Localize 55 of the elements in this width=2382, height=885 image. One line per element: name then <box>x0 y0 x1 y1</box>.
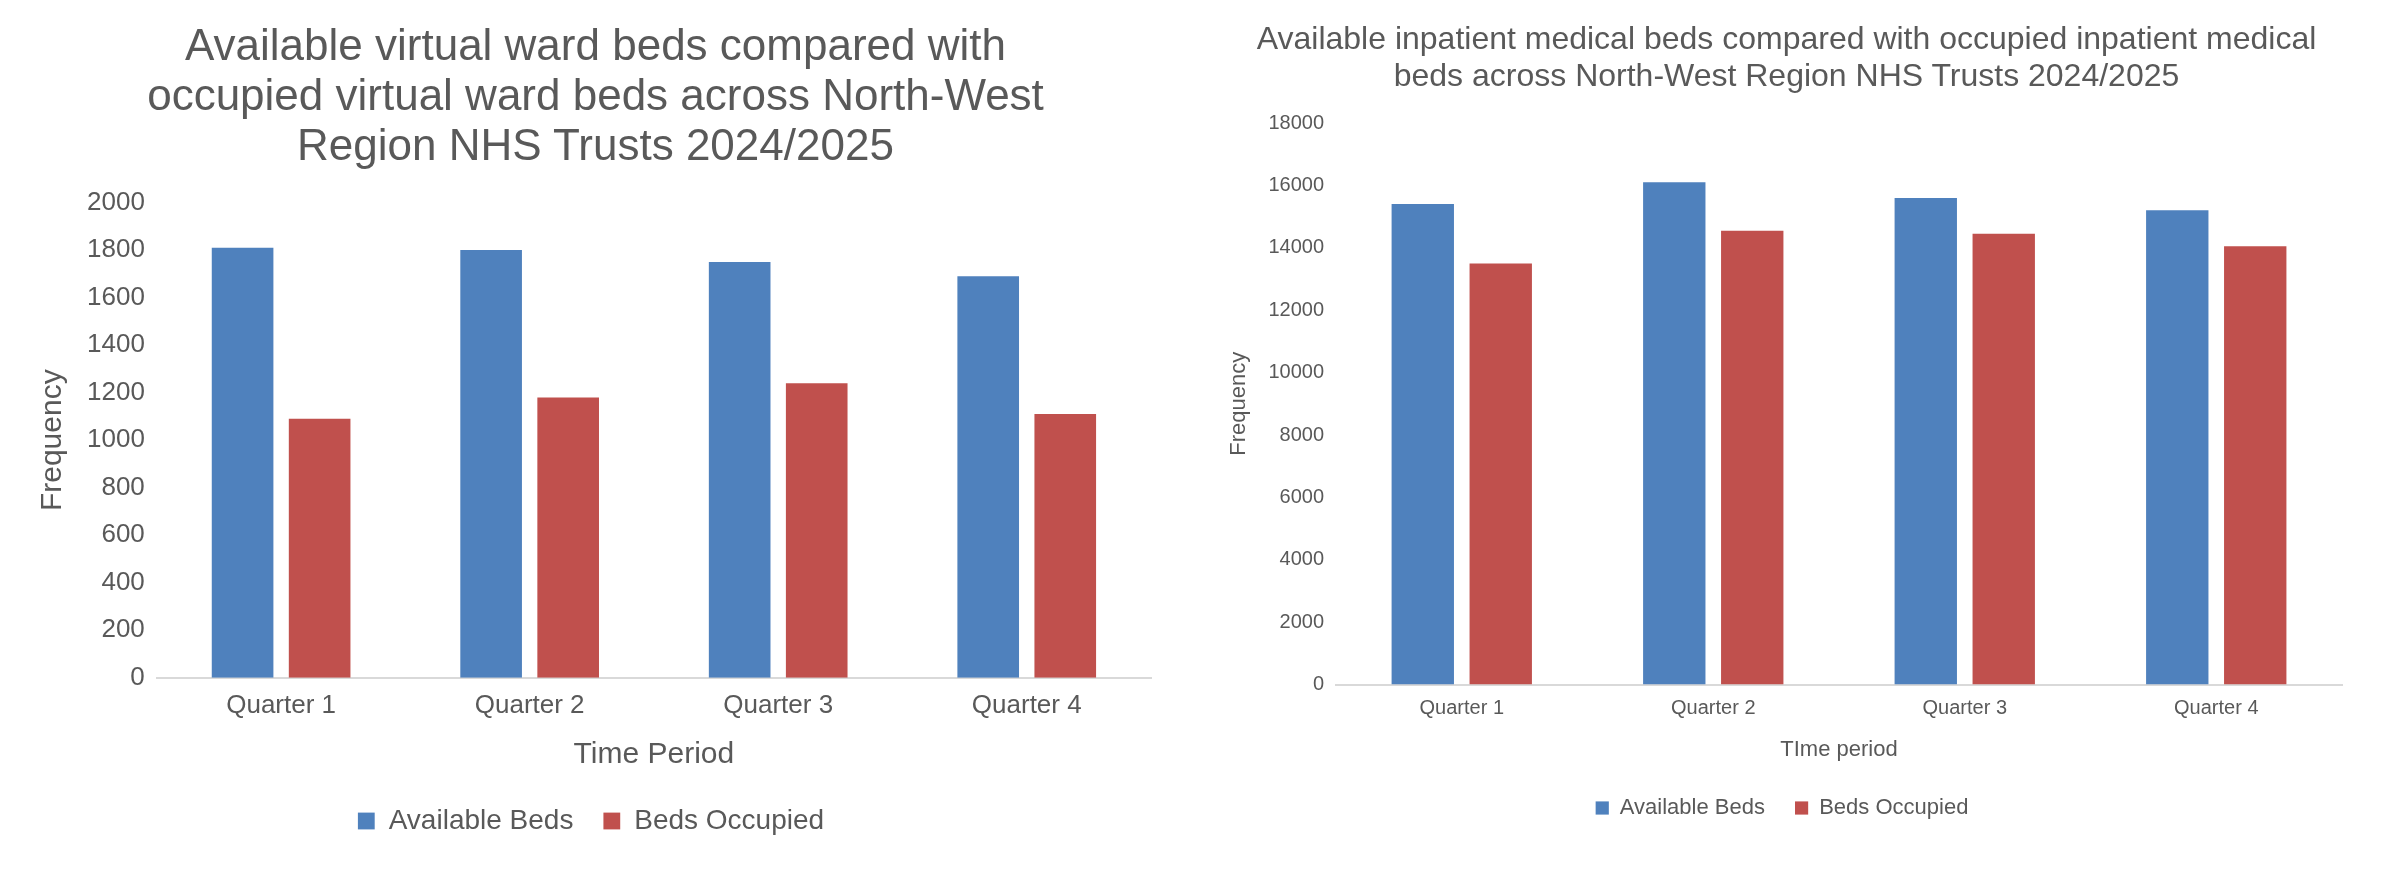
legend-label: Available Beds <box>1619 794 1765 820</box>
bar <box>1972 233 2035 685</box>
bar <box>288 418 350 678</box>
x-tick-label: Quarter 1 <box>1419 696 1504 719</box>
x-tick-label: Quarter 2 <box>1670 696 1755 719</box>
x-tick-label: Quarter 3 <box>1922 696 2007 719</box>
y-tick-label: 600 <box>100 518 145 549</box>
y-tick-label: 200 <box>100 613 145 644</box>
y-tick-label: 0 <box>129 660 145 691</box>
bar <box>536 397 599 678</box>
y-axis-title: Frequency <box>33 369 67 512</box>
legend-label: Beds Occupied <box>1818 794 1968 820</box>
y-tick-label: 12000 <box>1267 297 1324 320</box>
y-tick-label: 4000 <box>1279 547 1324 570</box>
bar <box>459 250 522 678</box>
legend-label: Beds Occupied <box>633 803 824 835</box>
x-tick-label: Quarter 2 <box>474 688 585 719</box>
x-tick-label: Quarter 1 <box>225 688 336 719</box>
chart-title: Available virtual ward beds compared with occupied virtual ward beds across North-West Region NHS Trusts 2024/2025 <box>146 20 1045 170</box>
bar <box>1642 182 1705 685</box>
y-tick-label: 10000 <box>1267 360 1324 383</box>
chart-title: Available inpatient medical beds compared with occupied inpatient medical beds across North-West Region NHS Trusts 2024/2025 <box>1255 20 2318 94</box>
bar <box>956 276 1019 678</box>
x-tick-label: Quarter 3 <box>722 688 833 719</box>
y-tick-label: 1600 <box>86 280 145 311</box>
bar <box>1391 204 1454 685</box>
y-tick-label: 16000 <box>1267 172 1324 195</box>
x-axis-title: Time Period <box>573 736 734 770</box>
x-axis-title: TIme period <box>1779 735 1898 761</box>
bar <box>1033 414 1096 678</box>
y-tick-label: 18000 <box>1267 110 1324 133</box>
y-tick-label: 1800 <box>86 233 145 264</box>
bar <box>1720 230 1783 685</box>
legend-label: Available Beds <box>388 803 573 835</box>
y-tick-label: 2000 <box>86 185 145 216</box>
bar <box>211 247 273 678</box>
x-tick-label: Quarter 4 <box>971 688 1082 719</box>
y-tick-label: 14000 <box>1267 235 1324 258</box>
y-tick-label: 1400 <box>86 328 145 359</box>
y-axis-title: Frequency <box>1224 351 1250 456</box>
bar <box>708 262 770 678</box>
bar <box>1894 197 1957 685</box>
y-tick-label: 8000 <box>1279 422 1324 445</box>
x-tick-label: Quarter 4 <box>2173 696 2258 719</box>
bar <box>1469 263 1532 685</box>
y-tick-label: 6000 <box>1279 484 1324 507</box>
y-tick-label: 1200 <box>86 375 145 406</box>
y-tick-label: 400 <box>100 565 145 596</box>
bar <box>2145 210 2208 685</box>
y-tick-label: 2000 <box>1279 609 1324 632</box>
y-tick-label: 800 <box>100 470 145 501</box>
y-tick-label: 1000 <box>86 423 145 454</box>
bar <box>2223 246 2286 685</box>
y-tick-label: 0 <box>1312 672 1324 695</box>
bar <box>785 383 848 678</box>
